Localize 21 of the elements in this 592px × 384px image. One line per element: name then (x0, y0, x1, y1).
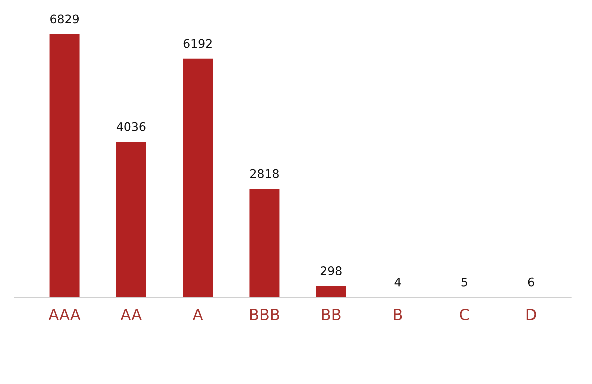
bar (50, 34, 80, 298)
x-tick-label: C (460, 308, 470, 321)
data-label: 6192 (184, 39, 212, 48)
data-label: 4 (394, 278, 402, 287)
x-tick-label: BB (322, 309, 341, 320)
data-label: 4036 (116, 122, 146, 132)
bar (116, 142, 146, 298)
data-label: 2818 (250, 169, 279, 178)
x-tick-label: BBB (250, 309, 280, 320)
data-label: 6829 (50, 14, 79, 24)
x-tick-label: AAA (48, 309, 81, 320)
x-tick-label: D (526, 309, 536, 320)
data-label: 5 (462, 278, 468, 287)
data-label: 298 (320, 266, 342, 276)
bar (183, 58, 214, 298)
x-tick-label: B (394, 309, 402, 320)
x-tick-label: AA (120, 309, 142, 320)
bar (250, 188, 280, 298)
bar (316, 286, 346, 298)
data-label: 6 (528, 278, 534, 287)
x-tick-label: A (192, 309, 204, 320)
